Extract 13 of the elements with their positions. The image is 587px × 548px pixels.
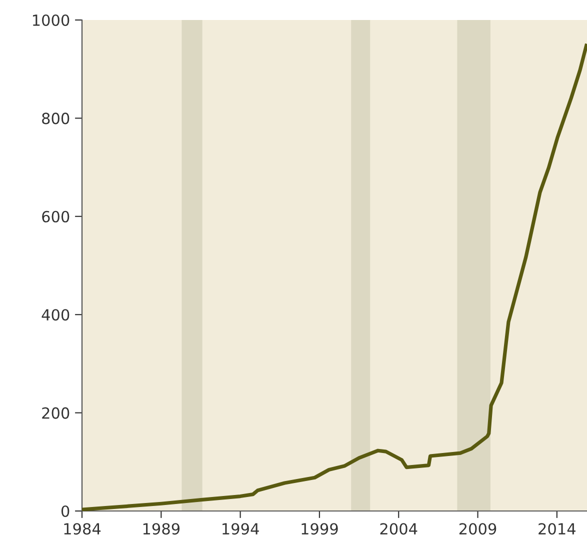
y-tick-label: 800 [42, 112, 70, 124]
x-tick-label: 2009 [459, 523, 496, 535]
x-tick-label: 1994 [222, 523, 259, 535]
y-tick-label: 1000 [32, 14, 70, 26]
x-tick-label: 2004 [380, 523, 418, 535]
x-tick-label: 1984 [64, 523, 101, 535]
y-tick-label: 0 [61, 505, 70, 518]
y-tick-label: 200 [42, 407, 70, 419]
x-tick-label: 2014 [538, 523, 576, 535]
x-tick-label: 1989 [143, 523, 180, 535]
y-tick-label: 400 [42, 309, 70, 321]
y-tick-label: 600 [42, 210, 70, 222]
x-tick-label: 1999 [302, 523, 338, 535]
